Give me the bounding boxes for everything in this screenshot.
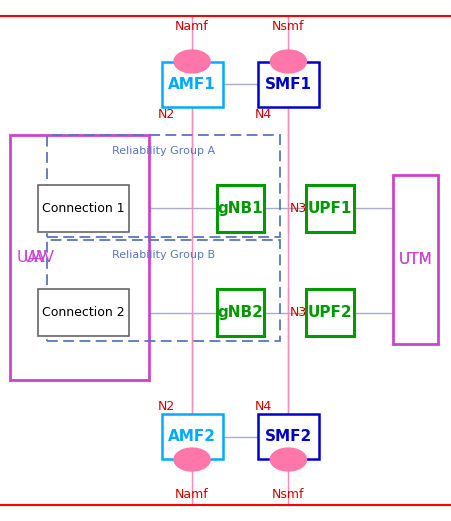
Text: UTM: UTM xyxy=(398,252,432,267)
Bar xyxy=(258,415,318,459)
Bar xyxy=(38,185,129,232)
Bar xyxy=(216,185,263,232)
Text: Nsmf: Nsmf xyxy=(272,20,304,32)
Text: AMF2: AMF2 xyxy=(168,429,216,444)
Text: N4: N4 xyxy=(254,108,271,121)
Text: Reliability Group A: Reliability Group A xyxy=(112,146,215,156)
Text: Connection 2: Connection 2 xyxy=(42,306,124,319)
Ellipse shape xyxy=(174,50,210,73)
Text: gNB1: gNB1 xyxy=(217,201,262,216)
Text: N2: N2 xyxy=(158,400,175,413)
Bar xyxy=(161,63,222,107)
Ellipse shape xyxy=(270,448,306,471)
Bar xyxy=(306,185,353,232)
Text: N4: N4 xyxy=(254,400,271,413)
Text: UAV: UAV xyxy=(23,251,54,265)
Bar xyxy=(38,289,129,336)
Text: N3: N3 xyxy=(289,202,306,215)
Text: N3: N3 xyxy=(289,306,306,319)
Text: SMF2: SMF2 xyxy=(264,429,311,444)
Text: UTM: UTM xyxy=(398,252,432,267)
Text: SMF1: SMF1 xyxy=(264,77,311,92)
Text: Reliability Group B: Reliability Group B xyxy=(112,250,215,260)
Bar xyxy=(161,415,222,459)
Bar xyxy=(47,240,280,341)
Ellipse shape xyxy=(174,448,210,471)
Bar xyxy=(392,175,437,344)
Text: Connection 1: Connection 1 xyxy=(42,202,124,215)
Bar xyxy=(10,135,149,380)
Text: UAV: UAV xyxy=(17,251,48,265)
Text: AMF1: AMF1 xyxy=(168,77,216,92)
Bar xyxy=(47,135,280,237)
Text: UPF2: UPF2 xyxy=(307,305,351,320)
Text: Namf: Namf xyxy=(175,20,208,32)
Text: Nsmf: Nsmf xyxy=(272,489,304,501)
Bar xyxy=(258,63,318,107)
Text: Namf: Namf xyxy=(175,489,208,501)
Bar xyxy=(306,289,353,336)
Text: UPF1: UPF1 xyxy=(307,201,351,216)
Ellipse shape xyxy=(270,50,306,73)
Text: N2: N2 xyxy=(158,108,175,121)
Text: gNB2: gNB2 xyxy=(217,305,263,320)
Bar xyxy=(216,289,263,336)
